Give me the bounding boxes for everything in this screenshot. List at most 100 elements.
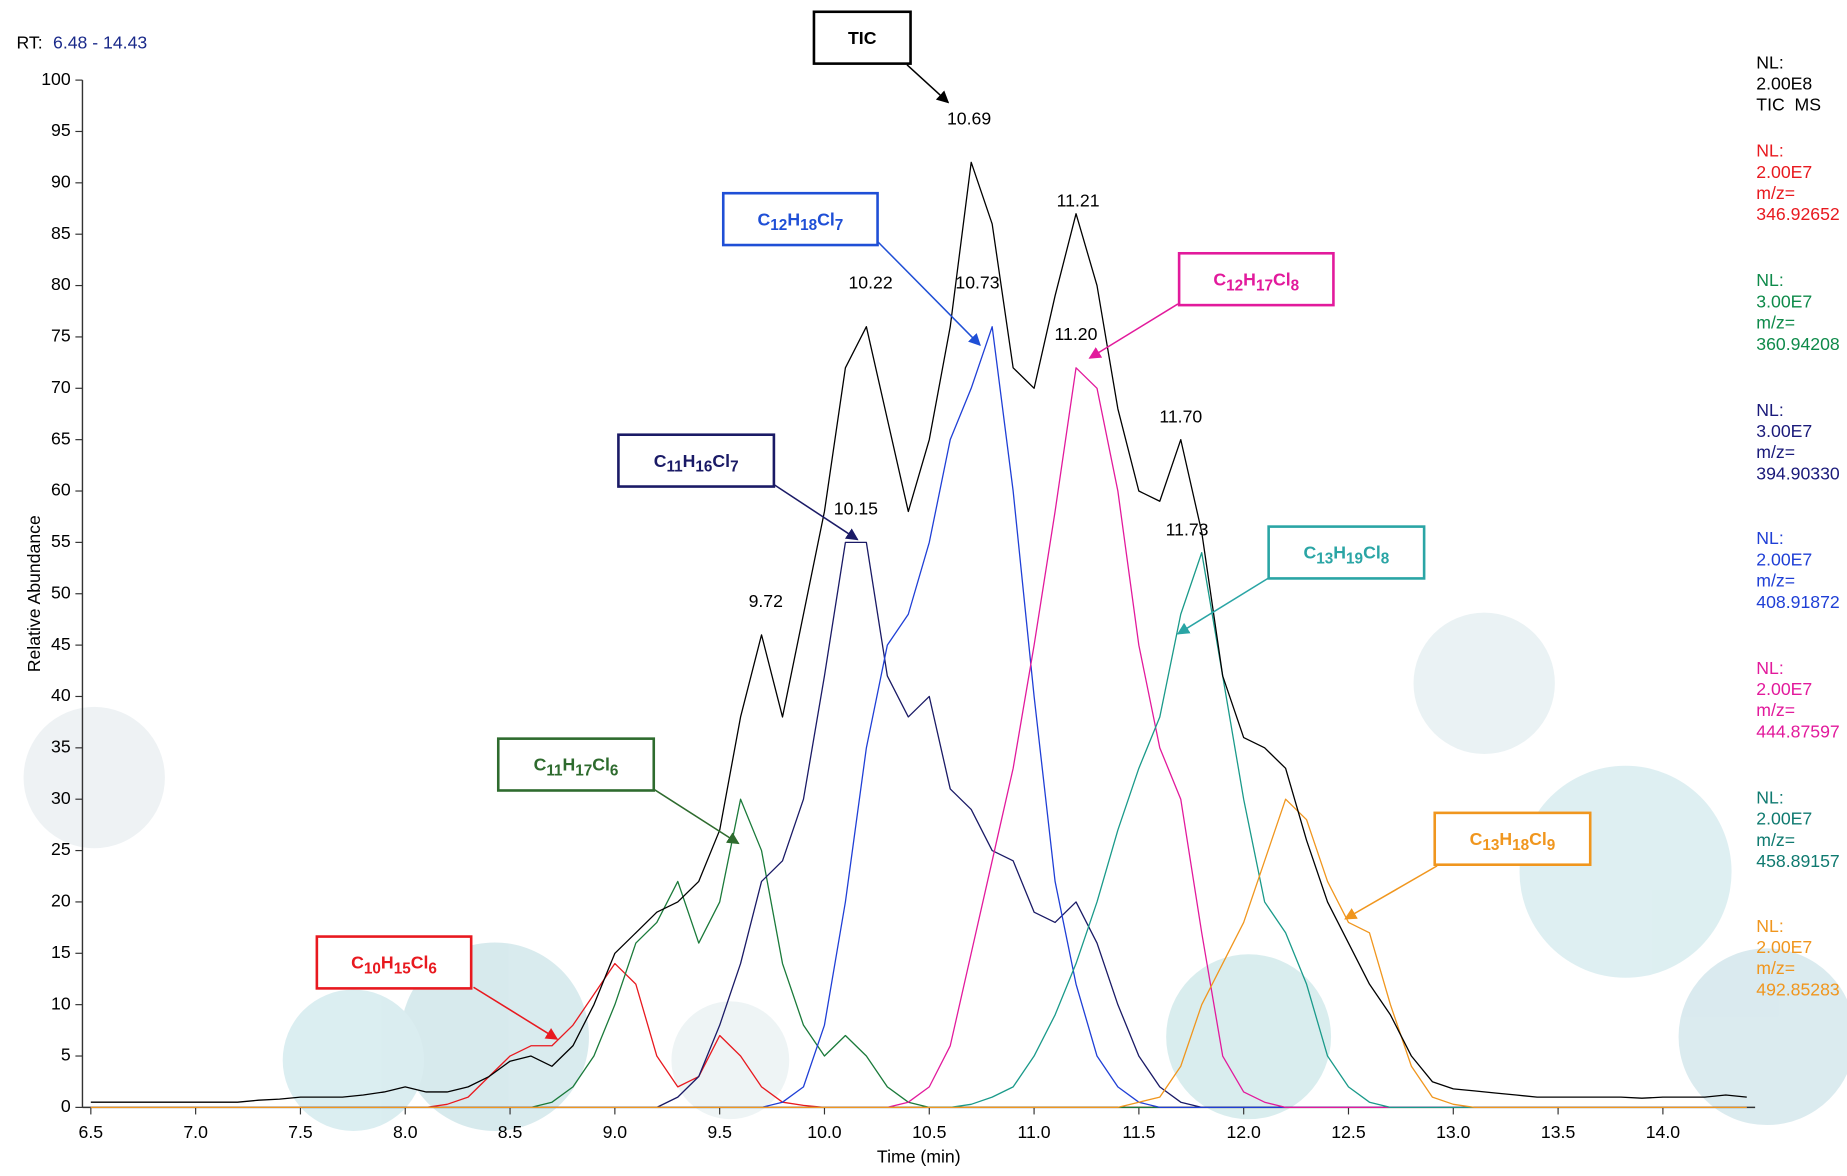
callout-text-part: 11 — [666, 459, 683, 476]
y-tick-label: 40 — [51, 685, 71, 705]
x-tick-label: 8.5 — [498, 1122, 523, 1142]
rt-label: RT: — [16, 32, 42, 52]
legend-nl-value: 2.00E7 — [1756, 679, 1812, 699]
callout-text-part: 8 — [1291, 277, 1300, 294]
legend-nl-label: NL: — [1756, 787, 1783, 807]
callout-text-part: C — [1213, 269, 1226, 289]
x-tick-label: 9.5 — [707, 1122, 732, 1142]
legend-mz-value: 394.90330 — [1756, 463, 1840, 483]
legend-mz-value: 458.89157 — [1756, 851, 1839, 871]
callout-text-part: C — [1470, 829, 1483, 849]
legend-nl-value: 2.00E7 — [1756, 937, 1812, 957]
legend-mz-value: 360.94208 — [1756, 334, 1840, 354]
callout-text-part: 18 — [1512, 837, 1530, 854]
callout-text-part: C — [534, 754, 547, 774]
y-tick-label: 45 — [51, 634, 71, 654]
legend-mz-label: m/z= — [1756, 571, 1795, 591]
callout-arrow — [1345, 866, 1437, 919]
y-tick-label: 95 — [51, 120, 71, 140]
x-tick-label: 8.0 — [393, 1122, 418, 1142]
callout-text-part: H — [683, 450, 696, 470]
callout-text-part: 19 — [1346, 551, 1363, 568]
legend-mz-label: m/z= — [1756, 700, 1795, 720]
x-tick-label: 7.5 — [288, 1122, 313, 1142]
legend-nl-label: NL: — [1756, 141, 1783, 161]
callout-arrow — [907, 65, 948, 103]
y-tick-label: 85 — [51, 223, 71, 243]
x-tick-label: 13.0 — [1436, 1122, 1471, 1142]
callout-text-part: 15 — [394, 961, 412, 978]
peak-label: 10.69 — [947, 108, 991, 128]
y-tick-label: 65 — [51, 428, 71, 448]
y-tick-label: 70 — [51, 377, 71, 397]
callout-text-part: Cl — [1363, 542, 1381, 562]
callout-text-part: C — [351, 952, 364, 972]
bubble — [671, 1001, 789, 1119]
callout-text-part: C — [654, 450, 667, 470]
legend-nl-value: 2.00E8 — [1756, 73, 1812, 93]
callout-text-part: 17 — [575, 763, 592, 780]
callout-text-part: 10 — [364, 961, 381, 978]
callout-text-part: 6 — [428, 961, 437, 978]
peak-label: 11.20 — [1055, 324, 1098, 344]
callout-text-part: H — [563, 754, 576, 774]
legend-nl-value: 2.00E7 — [1756, 809, 1812, 829]
callout-text-part: 7 — [730, 459, 739, 476]
callout-text-part: H — [381, 952, 394, 972]
chart: RT: 6.48 - 14.43 Relative Abundance Time… — [0, 0, 1847, 1171]
y-tick-label: 0 — [61, 1096, 71, 1116]
callout-text-part: 17 — [1256, 277, 1273, 294]
legend-nl-label: NL: — [1756, 528, 1783, 548]
legend-nl-value: 3.00E7 — [1756, 421, 1812, 441]
bubble — [1520, 766, 1732, 978]
peak-label: 9.72 — [749, 591, 783, 611]
y-tick-label: 90 — [51, 172, 71, 192]
bubble — [283, 990, 424, 1131]
legend-nl-label: NL: — [1756, 658, 1783, 678]
y-tick-label: 15 — [51, 942, 71, 962]
callout-text-part: 8 — [1381, 551, 1390, 568]
x-tick-label: 7.0 — [183, 1122, 208, 1142]
bubble — [1414, 613, 1555, 754]
callout-arrow — [1178, 577, 1270, 634]
x-tick-label: 12.0 — [1226, 1122, 1261, 1142]
rt-range: 6.48 - 14.43 — [53, 32, 147, 52]
peak-label: 11.21 — [1057, 191, 1100, 211]
y-tick-label: 80 — [51, 274, 71, 294]
x-tick-label: 12.5 — [1331, 1122, 1366, 1142]
y-tick-label: 50 — [51, 582, 71, 602]
legend-mz-label: m/z= — [1756, 958, 1795, 978]
legend-nl-label: NL: — [1756, 916, 1783, 936]
y-tick-label: 100 — [41, 69, 71, 89]
callout-text-part: Cl — [817, 209, 835, 229]
legend-mz-label: m/z= — [1756, 830, 1795, 850]
legend-nl-value: 3.00E7 — [1756, 291, 1812, 311]
callout-text-part: 12 — [1226, 277, 1243, 294]
callout-text-part: 7 — [835, 217, 844, 234]
callout-text-part: H — [1243, 269, 1256, 289]
callout-text-part: Cl — [712, 450, 730, 470]
callout-text-part: H — [787, 209, 800, 229]
y-tick-label: 75 — [51, 326, 71, 346]
callout-text-part: TIC — [848, 28, 877, 48]
legend-mz-label: m/z= — [1756, 183, 1795, 203]
x-tick-label: 10.5 — [912, 1122, 947, 1142]
peak-label: 10.15 — [834, 499, 878, 519]
callout-text-part: Cl — [1273, 269, 1291, 289]
y-tick-label: 55 — [51, 531, 71, 551]
y-tick-label: 60 — [51, 480, 71, 500]
callout-arrow — [1090, 304, 1178, 358]
legend-nl-value: 2.00E7 — [1756, 162, 1812, 182]
callout-arrow — [650, 787, 738, 844]
y-tick-label: 5 — [61, 1045, 71, 1065]
x-tick-label: 14.0 — [1646, 1122, 1681, 1142]
x-tick-label: 10.0 — [807, 1122, 842, 1142]
x-tick-label: 9.0 — [603, 1122, 628, 1142]
background-bubbles — [24, 613, 1847, 1131]
legend-mz-value: 408.91872 — [1756, 592, 1839, 612]
legend-nl-value: 2.00E7 — [1756, 549, 1812, 569]
callout-text-part: 18 — [800, 217, 818, 234]
y-tick-label: 25 — [51, 839, 71, 859]
legend-nl-label: NL: — [1756, 52, 1783, 72]
callout-text-part: 11 — [546, 763, 563, 780]
